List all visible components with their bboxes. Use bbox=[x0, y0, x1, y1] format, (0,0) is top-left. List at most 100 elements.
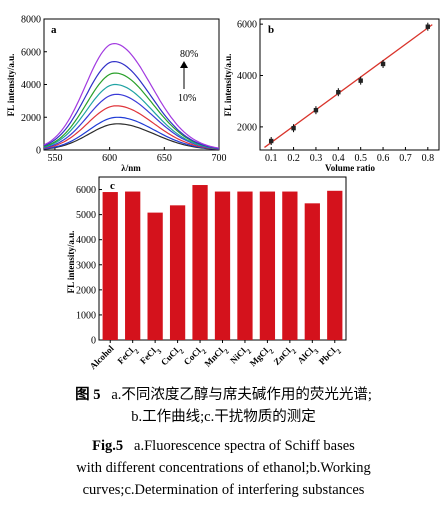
panel-a-xlabel: λ/nm bbox=[121, 163, 141, 173]
panel-c-ytick-label: 4000 bbox=[76, 235, 96, 246]
panel-b-xtick-label: 0.4 bbox=[332, 153, 345, 164]
panel-c-category-name: FeCl bbox=[115, 345, 136, 366]
panel-a-label: a bbox=[51, 24, 57, 36]
panel-c-category-label: CoCl2 bbox=[182, 343, 209, 370]
panel-b-xtick-label: 0.6 bbox=[377, 153, 390, 164]
panel-a-series-line bbox=[43, 60, 220, 149]
panel-c-bar bbox=[327, 190, 343, 340]
panel-c-category-subscript: 2 bbox=[335, 347, 343, 355]
panel-c-ytick-label: 0 bbox=[91, 336, 96, 347]
panel-b-ytick-label: 6000 bbox=[237, 20, 257, 31]
panel-b-xtick-label: 0.8 bbox=[422, 153, 435, 164]
panel-b-point bbox=[291, 125, 296, 131]
panel-c-ytick-label: 3000 bbox=[76, 260, 96, 271]
panel-a-series-line bbox=[43, 93, 220, 150]
panel-c-category-name: NiCl bbox=[228, 345, 248, 365]
panel-c-ticks: 0 1000 2000 3000 4000 5000 6000 bbox=[76, 185, 336, 347]
panel-b-frame bbox=[259, 18, 440, 151]
panel-c-bar bbox=[192, 185, 208, 340]
panel-a-ytick-label: 6000 bbox=[21, 47, 41, 58]
panel-c-category-name: CoCl bbox=[182, 345, 204, 367]
panel-c-label: c bbox=[110, 180, 115, 192]
panel-b-ytick-label: 2000 bbox=[237, 122, 257, 133]
panel-a-curves bbox=[43, 42, 220, 150]
panel-a-ticks: 550 600 650 700 0 2000 4000 6000 8000 bbox=[21, 15, 227, 165]
panel-b-xtick-label: 0.3 bbox=[310, 153, 323, 164]
caption-cn-text-1: a.不同浓度乙醇与席夫碱作用的荧光光谱; bbox=[111, 387, 372, 403]
panel-c-category-subscript: 2 bbox=[223, 347, 231, 355]
panel-b-point bbox=[358, 78, 363, 83]
panel-a-series-line bbox=[43, 123, 220, 150]
panel-c-category-name: MnCl bbox=[202, 345, 225, 368]
panel-b: 0.1 0.2 0.3 0.4 0.5 0.6 0.7 0.8 2000 4000 6000 b V… bbox=[223, 18, 440, 173]
panel-c-category-label: Alcohol bbox=[88, 343, 116, 371]
panel-c-category-name: CuCl bbox=[159, 345, 181, 367]
caption-en-line-3: curves;c.Determination of interfering su… bbox=[82, 482, 365, 498]
panel-b-ytick-label: 4000 bbox=[237, 71, 257, 82]
panel-a-xtick-label: 600 bbox=[102, 153, 117, 164]
panel-c-ytick-label: 5000 bbox=[76, 210, 96, 221]
panel-a-ylabel: FL intensity/a.u. bbox=[6, 54, 16, 117]
panel-c-category-name: Alcohol bbox=[88, 343, 116, 371]
panel-c-category-label: MgCl2 bbox=[248, 343, 276, 371]
panel-c-category-subscript: 2 bbox=[200, 347, 208, 355]
panel-a-series-line bbox=[43, 42, 220, 149]
panel-c-ytick-label: 1000 bbox=[76, 310, 96, 321]
panel-b-ticks: 0.1 0.2 0.3 0.4 0.5 0.6 0.7 0.8 2000 4000 6000 bbox=[237, 20, 434, 164]
panel-c-ylabel: FL intensity/a.u. bbox=[66, 231, 76, 294]
panel-c-bars bbox=[102, 185, 343, 340]
panel-c-category-subscript: 2 bbox=[290, 347, 298, 355]
panel-b-xlabel: Volume ratio bbox=[325, 163, 375, 173]
panel-c-bar bbox=[169, 205, 186, 340]
panel-a-xtick-label: 700 bbox=[212, 153, 227, 164]
panel-c-category-subscript: 3 bbox=[155, 347, 163, 355]
panel-c-bar bbox=[237, 191, 253, 340]
panel-b-ylabel: FL intensity/a.u. bbox=[223, 54, 233, 117]
panel-b-xtick-label: 0.5 bbox=[354, 153, 367, 164]
panel-a-ytick-label: 2000 bbox=[21, 113, 41, 124]
panel-a-series-line bbox=[43, 116, 220, 150]
panel-c-bar bbox=[304, 203, 320, 340]
panel-a-series-line bbox=[43, 105, 220, 150]
panel-a-arrow-head bbox=[180, 61, 188, 68]
panel-c-bar bbox=[214, 191, 231, 340]
panel-c-ytick-label: 6000 bbox=[76, 185, 96, 196]
panel-c-category-label: FeCl2 bbox=[115, 343, 141, 369]
caption-cn-line-1: 图 5 a.不同浓度乙醇与席夫碱作用的荧光光谱; bbox=[0, 384, 447, 406]
caption-chinese: 图 5 a.不同浓度乙醇与席夫碱作用的荧光光谱; b.工作曲线;c.干扰物质的测… bbox=[0, 384, 447, 428]
panel-b-fit-line bbox=[264, 24, 433, 148]
panel-c-bar bbox=[102, 192, 118, 340]
caption-en-text-1: a.Fluorescence spectra of Schiff bases bbox=[134, 438, 355, 454]
panel-c-category-name: ZnCl bbox=[272, 345, 294, 367]
panel-a-annotation-bottom: 10% bbox=[178, 93, 196, 104]
panel-b-point bbox=[425, 24, 431, 29]
panel-c-category-name: PbCl bbox=[317, 345, 338, 366]
panel-c-bar bbox=[259, 191, 276, 340]
caption-cn-line-2: b.工作曲线;c.干扰物质的测定 bbox=[131, 409, 316, 425]
panel-c-category-name: AlCl bbox=[295, 345, 315, 365]
panel-b-xtick-label: 0.2 bbox=[287, 153, 300, 164]
panel-a-ytick-label: 0 bbox=[36, 146, 41, 157]
panel-c-ytick-label: 2000 bbox=[76, 285, 96, 296]
panel-c-category-subscript: 2 bbox=[245, 347, 253, 355]
panel-a-annotation-top: 80% bbox=[180, 49, 198, 60]
panel-b-marks bbox=[264, 22, 433, 148]
panel-c-category-label: MnCl2 bbox=[202, 343, 231, 372]
panel-c-bar bbox=[125, 191, 141, 340]
panel-a-xtick-label: 550 bbox=[47, 153, 62, 164]
panel-c-category-label: FeCl3 bbox=[138, 343, 164, 369]
panel-c-category-label: PbCl2 bbox=[317, 343, 344, 370]
panel-a-series-line bbox=[43, 83, 220, 150]
panel-b-xtick-label: 0.7 bbox=[399, 153, 412, 164]
panel-c-category-labels: Alcohol FeCl2FeCl3CuCl2CoCl2MnCl2NiCl2MgC… bbox=[88, 343, 344, 372]
caption-en-line-1: Fig.5 a.Fluorescence spectra of Schiff b… bbox=[0, 435, 447, 457]
caption-en-line-2: with different concentrations of ethanol… bbox=[76, 460, 371, 476]
panel-c-category-subscript: 2 bbox=[133, 347, 141, 355]
caption-english: Fig.5 a.Fluorescence spectra of Schiff b… bbox=[0, 435, 447, 501]
panel-c-category-name: FeCl bbox=[138, 345, 159, 366]
panel-c-bar bbox=[282, 191, 298, 340]
panel-c-category-subscript: 2 bbox=[178, 347, 186, 355]
caption-cn-head: 图 5 bbox=[75, 387, 101, 403]
